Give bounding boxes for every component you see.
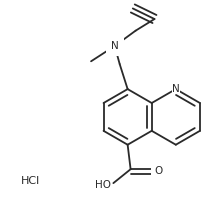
Text: HCl: HCl [21, 176, 40, 186]
Text: O: O [154, 166, 163, 176]
Text: N: N [111, 41, 119, 51]
Text: HO: HO [95, 180, 111, 190]
Text: N: N [172, 84, 180, 94]
